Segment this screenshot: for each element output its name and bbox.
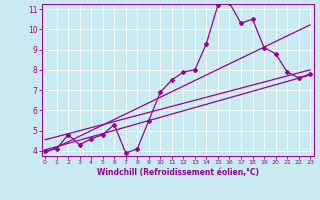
X-axis label: Windchill (Refroidissement éolien,°C): Windchill (Refroidissement éolien,°C) xyxy=(97,168,259,177)
